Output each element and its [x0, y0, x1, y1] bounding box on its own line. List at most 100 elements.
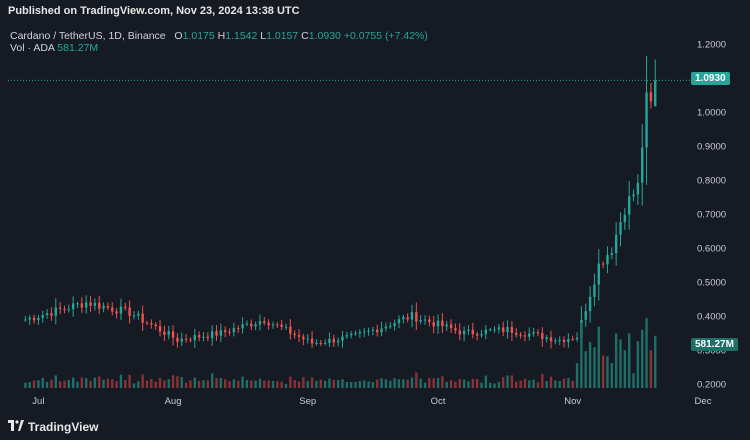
candle-body — [193, 335, 196, 341]
volume-bar — [649, 350, 653, 388]
time-tick-label: Jul — [32, 396, 44, 407]
volume-bar — [284, 383, 288, 388]
candle-body — [510, 327, 514, 333]
candle-body — [354, 333, 357, 335]
high-label: H — [217, 30, 226, 42]
volume-bar — [588, 341, 592, 388]
volume-bar — [141, 374, 144, 388]
volume-bar — [567, 378, 570, 388]
candle-body — [554, 340, 557, 342]
footer-brand[interactable]: TradingView — [8, 420, 98, 434]
volume-bar — [562, 378, 566, 388]
volume-bar — [28, 382, 31, 388]
candle-body — [115, 311, 118, 314]
volume-bar — [575, 363, 579, 388]
candle-body — [106, 305, 110, 308]
candle-body — [384, 326, 388, 329]
candle-body — [484, 329, 488, 335]
candle-body — [341, 336, 344, 341]
volume-bar — [614, 333, 618, 388]
volume-bar — [258, 378, 262, 388]
price-chart[interactable]: 1.20001.10001.00000.90000.80000.70000.60… — [0, 24, 750, 416]
candle-body — [276, 324, 279, 326]
volume-bar — [549, 376, 553, 388]
volume-bar — [93, 377, 97, 388]
candle-body — [176, 337, 179, 342]
volume-bar — [358, 381, 362, 388]
volume-bar — [493, 383, 496, 388]
volume-bar — [497, 381, 501, 388]
price-tick-label: 0.7000 — [697, 210, 726, 221]
volume-bar — [554, 380, 557, 388]
close-value: 1.0930 — [308, 30, 341, 42]
volume-bar — [106, 378, 110, 388]
candle-body — [423, 319, 427, 321]
candle-body — [545, 337, 548, 339]
candle-body — [302, 336, 305, 340]
candle-body — [519, 334, 522, 336]
volume-bar — [223, 379, 227, 388]
volume-bar — [176, 376, 179, 388]
volume-bar — [45, 381, 49, 388]
candle-body — [497, 327, 501, 330]
volume-bar — [332, 379, 335, 388]
volume-bar — [528, 380, 531, 388]
time-tick-label: Dec — [695, 396, 712, 407]
candle-body — [32, 317, 36, 321]
volume-bar — [84, 378, 88, 388]
volume-bar — [58, 381, 62, 388]
volume-bar — [458, 378, 461, 388]
candle-body — [128, 307, 131, 316]
price-tick-label: 1.2000 — [697, 40, 726, 51]
low-value: 1.0157 — [266, 30, 299, 42]
volume-bar — [619, 339, 622, 388]
candle-body — [45, 313, 49, 316]
close-label: C — [301, 30, 309, 42]
volume-bar — [580, 323, 583, 388]
candle-body — [632, 194, 635, 197]
volume-bar — [37, 380, 40, 388]
volume-bar — [515, 381, 518, 388]
candle-body — [111, 307, 114, 312]
low-label: L — [260, 30, 267, 42]
volume-bar — [132, 383, 136, 388]
volume-bar — [454, 381, 457, 388]
candle-body — [419, 320, 422, 322]
volume-bar — [289, 376, 292, 388]
volume-bar — [441, 376, 444, 388]
volume-bar — [510, 375, 514, 388]
volume-bar — [601, 355, 605, 388]
volume-bar — [297, 381, 301, 388]
candle-body — [154, 324, 157, 327]
volume-bar — [32, 380, 36, 388]
candle-body — [367, 330, 370, 332]
volume-bar — [150, 379, 153, 388]
volume-bar — [254, 380, 257, 388]
candle-body — [332, 338, 335, 343]
volume-bar — [436, 378, 440, 388]
candle-body — [575, 337, 579, 340]
candle-body — [471, 329, 475, 335]
volume-bar — [467, 381, 470, 388]
volume-bar — [371, 382, 375, 388]
candle-body — [449, 324, 453, 329]
volume-bar — [610, 363, 614, 388]
volume-bar — [636, 341, 640, 388]
candle-body — [502, 327, 505, 333]
candle-body — [171, 331, 175, 338]
volume-bar — [180, 377, 183, 388]
candle-body — [349, 333, 353, 336]
candle-body — [50, 313, 53, 316]
volume-value: 581.27M — [57, 42, 99, 54]
volume-bar — [206, 380, 210, 388]
price-tick-label: 0.8000 — [697, 176, 726, 187]
volume-bar — [167, 379, 170, 388]
candle-body — [623, 214, 627, 223]
volume-bar — [54, 375, 57, 388]
volume-bar — [102, 379, 105, 388]
candle-body — [432, 322, 435, 327]
candle-body — [237, 328, 240, 330]
open-label: O — [174, 30, 183, 42]
candle-body — [532, 332, 535, 334]
volume-bar — [76, 381, 79, 388]
